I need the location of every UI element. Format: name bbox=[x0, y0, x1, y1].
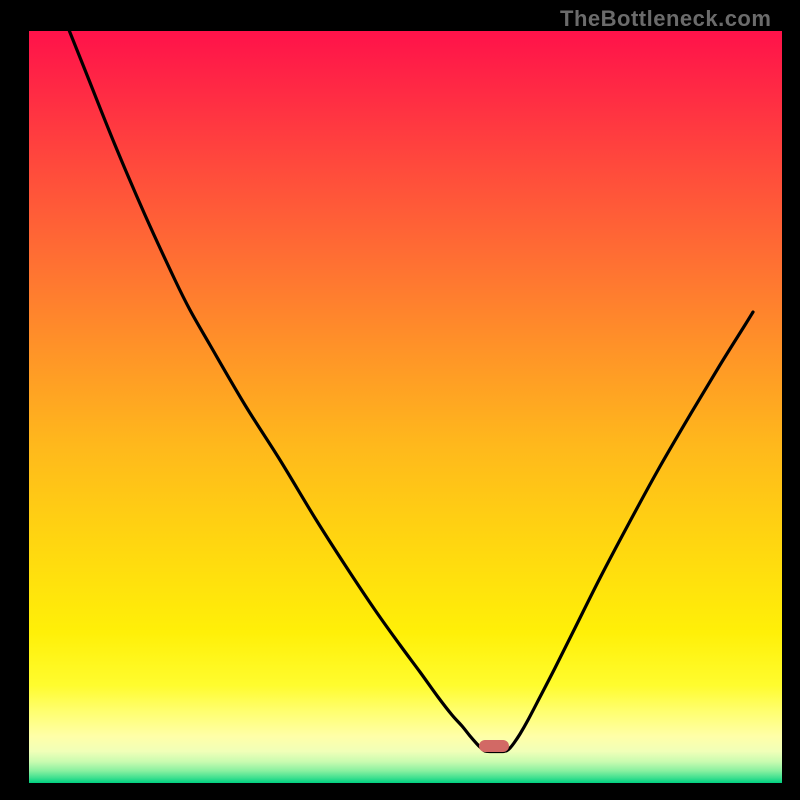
chart-background bbox=[29, 31, 782, 783]
chart-plot-area bbox=[29, 31, 782, 783]
chart-svg bbox=[29, 31, 782, 783]
optimal-point-marker bbox=[479, 740, 509, 752]
watermark-text: TheBottleneck.com bbox=[560, 6, 771, 32]
